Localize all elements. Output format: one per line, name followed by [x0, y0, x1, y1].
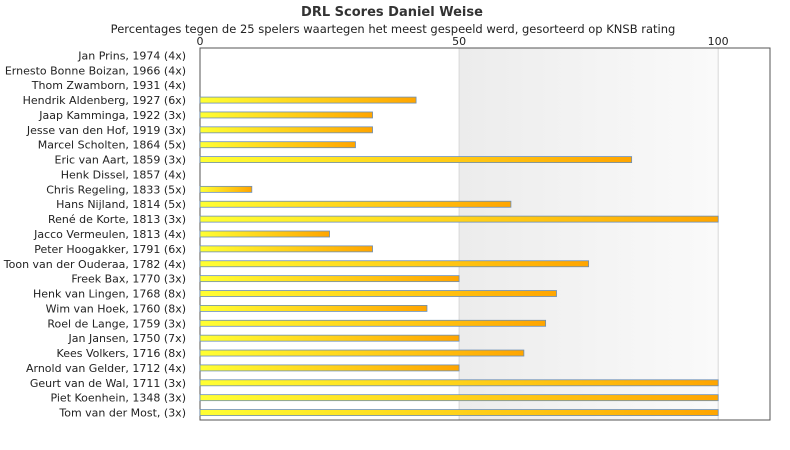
chart-subtitle: Percentages tegen de 25 spelers waartege…	[111, 22, 676, 36]
category-label: Tom van der Most, (3x)	[58, 407, 186, 420]
category-label: Jacco Vermeulen, 1813 (4x)	[33, 228, 186, 241]
plot-area: 0 50 100 Jan Prins, 1974 (4x) Ernesto Bonne …	[3, 35, 771, 421]
category-label: Arnold van Gelder, 1712 (4x)	[26, 362, 186, 375]
bar	[199, 409, 719, 416]
category-label: Wim van Hoek, 1760 (8x)	[46, 302, 186, 315]
bar	[199, 111, 373, 119]
x-tick-label: 0	[197, 35, 204, 48]
bar	[199, 379, 719, 387]
bar	[199, 245, 373, 253]
bar	[199, 290, 557, 297]
category-label: Henk Dissel, 1857 (4x)	[61, 168, 186, 181]
category-label: Kees Volkers, 1716 (8x)	[57, 347, 186, 360]
category-label: Geurt van de Wal, 1711 (3x)	[30, 377, 186, 390]
bar	[199, 156, 633, 164]
bar	[199, 96, 417, 104]
bar	[199, 275, 460, 283]
chart-title: DRL Scores Daniel Weise	[301, 5, 483, 20]
bar	[199, 394, 719, 402]
bar	[199, 349, 525, 357]
bar	[199, 215, 719, 223]
bar	[199, 230, 330, 238]
category-label: Ernesto Bonne Boizan, 1966 (4x)	[5, 64, 186, 77]
category-label: Jan Prins, 1974 (4x)	[77, 49, 186, 62]
category-label: Toon van der Ouderaa, 1782 (4x)	[3, 258, 186, 271]
category-label: Henk van Lingen, 1768 (8x)	[33, 288, 186, 301]
category-label: Hans Nijland, 1814 (5x)	[56, 198, 186, 211]
category-label: Hendrik Aldenberg, 1927 (6x)	[23, 94, 186, 107]
category-label: Jesse van den Hof, 1919 (3x)	[26, 124, 186, 137]
category-label: Marcel Scholten, 1864 (5x)	[38, 139, 186, 152]
category-label: Roel de Lange, 1759 (3x)	[47, 317, 186, 330]
grid-band	[459, 48, 719, 420]
category-label: Chris Regeling, 1833 (5x)	[46, 183, 186, 196]
category-label: René de Korte, 1813 (3x)	[48, 213, 186, 226]
bar	[199, 334, 460, 342]
category-label: Jan Jansen, 1750 (7x)	[68, 332, 186, 345]
category-label: Thom Zwamborn, 1931 (4x)	[31, 79, 186, 92]
bar	[199, 200, 512, 208]
bar	[199, 319, 547, 327]
category-label: Peter Hoogakker, 1791 (6x)	[34, 243, 186, 256]
bar	[199, 141, 356, 149]
x-tick-label: 100	[708, 35, 729, 48]
bar	[199, 185, 253, 193]
x-tick-label: 50	[452, 35, 466, 48]
bar	[199, 304, 428, 312]
bar	[199, 126, 373, 134]
category-label: Jaap Kamminga, 1922 (3x)	[38, 109, 186, 122]
category-label: Eric van Aart, 1859 (3x)	[55, 154, 186, 167]
bar	[199, 364, 460, 372]
category-label: Piet Koenhein, 1348 (3x)	[50, 392, 186, 405]
category-label: Freek Bax, 1770 (3x)	[71, 273, 186, 286]
bar	[199, 260, 590, 268]
